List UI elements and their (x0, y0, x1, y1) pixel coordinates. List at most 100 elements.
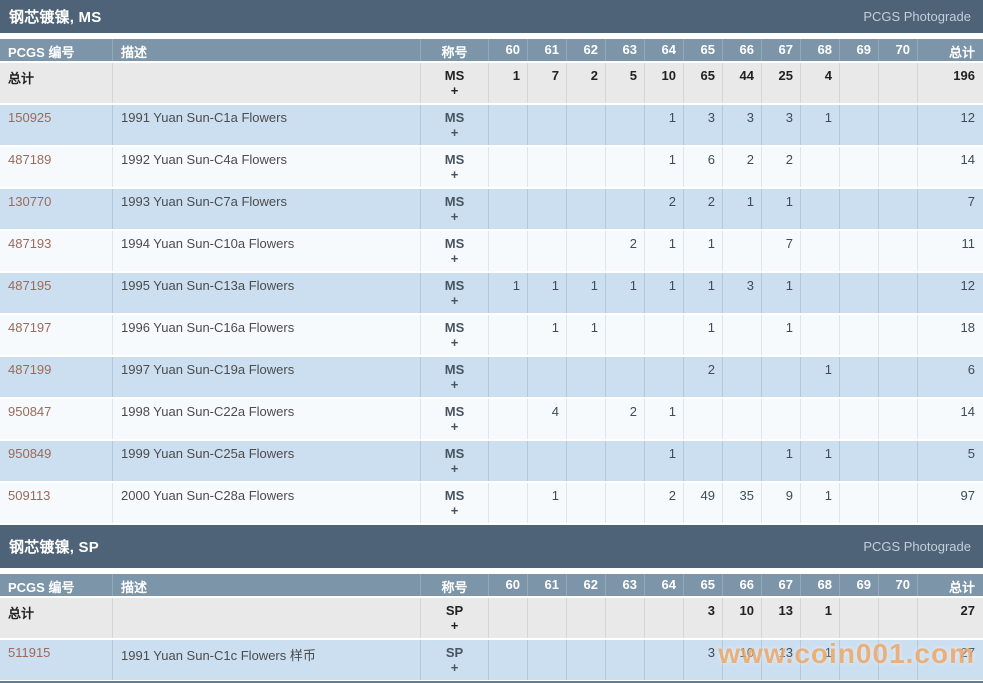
pcgs-number-link[interactable]: 487197 (8, 320, 52, 335)
grade-count-cell (723, 357, 762, 397)
grade-count-cell: 1 (645, 273, 684, 313)
grade-count-cell: 3 (684, 105, 723, 145)
grade-designation-line1: MS (444, 68, 465, 83)
grade-count-cell (801, 231, 840, 271)
grade-count-cell (567, 483, 606, 523)
grade-count-cell: 35 (723, 483, 762, 523)
coin-description: 1994 Yuan Sun-C10a Flowers (113, 231, 421, 271)
row-total-cell: 14 (960, 152, 975, 167)
grade-count-cell: 1 (762, 273, 801, 313)
grade-count-cell: 2 (606, 231, 645, 271)
grade-count-cell (879, 105, 918, 145)
grade-count-cell: 2 (645, 483, 684, 523)
pcgs-number-cell: 487189 (0, 147, 113, 187)
grade-count-cell (684, 441, 723, 481)
grade-column-header: 65 (684, 574, 723, 596)
grade-count-cell (489, 189, 528, 229)
grade-count-cell: 1 (567, 315, 606, 355)
pcgs-number-link[interactable]: 487195 (8, 278, 52, 293)
grade-count-cell: 1 (762, 315, 801, 355)
pcgs-number-link[interactable]: 950849 (8, 446, 52, 461)
grade-designation-line2: + (450, 83, 459, 98)
pcgs-number-link[interactable]: 487189 (8, 152, 52, 167)
table-row: 950847 1998 Yuan Sun-C22a Flowers MS + 4 2 1 14 (0, 399, 983, 439)
grade-count-cell: 1 (801, 441, 840, 481)
grade-count-cell: 3 (723, 105, 762, 145)
grade-designation-line2: + (450, 618, 459, 633)
pcgs-number-link[interactable]: 487199 (8, 362, 52, 377)
grade-count-cell (762, 399, 801, 439)
col-header-description: 描述 (113, 574, 421, 596)
grade-count-cell: 1 (801, 105, 840, 145)
grade-count-cell (606, 189, 645, 229)
grade-count-cell (489, 441, 528, 481)
pcgs-number-cell: 130770 (0, 189, 113, 229)
grade-column-header: 61 (528, 574, 567, 596)
coin-description: 1991 Yuan Sun-C1c Flowers 样币 (113, 640, 421, 680)
pcgs-number-cell: 509113 (0, 483, 113, 523)
grade-column-header: 69 (840, 574, 879, 596)
grade-count-cell (840, 441, 879, 481)
grade-designation-line1: SP (445, 603, 464, 618)
pcgs-number-link[interactable]: 511915 (8, 645, 51, 660)
grade-designation-cell: MS + (421, 399, 489, 439)
grade-column-header: 68 (801, 574, 840, 596)
grade-column-header: 70 (879, 39, 918, 61)
row-total-cell: 14 (960, 404, 975, 419)
pcgs-number-cell: 487197 (0, 315, 113, 355)
total-count-cell (528, 598, 567, 638)
totals-label: 总计 (0, 63, 113, 103)
grade-count-cell (840, 357, 879, 397)
row-total-cell: 11 (961, 236, 976, 251)
pcgs-number-link[interactable]: 487193 (8, 236, 52, 251)
grade-count-cell (879, 147, 918, 187)
grade-count-cell: 49 (684, 483, 723, 523)
grade-count-cell: 2 (723, 147, 762, 187)
pcgs-number-link[interactable]: 150925 (8, 110, 52, 125)
grade-count-cell (606, 640, 645, 680)
pcgs-number-link[interactable]: 950847 (8, 404, 52, 419)
pcgs-number-link[interactable]: 130770 (8, 194, 52, 209)
table-bottom-border (0, 681, 983, 683)
table-row: 487197 1996 Yuan Sun-C16a Flowers MS +1 1 1 1 1… (0, 315, 983, 355)
grade-count-cell (840, 399, 879, 439)
grade-count-cell (801, 273, 840, 313)
grade-count-cell: 1 (801, 483, 840, 523)
grade-count-cell: 10 (723, 640, 762, 680)
coin-description: 1997 Yuan Sun-C19a Flowers (113, 357, 421, 397)
grade-column-header: 67 (762, 574, 801, 596)
total-count-cell: 44 (723, 63, 762, 103)
total-count-cell: 5 (606, 63, 645, 103)
total-count-cell (840, 63, 879, 103)
total-count-cell (645, 598, 684, 638)
col-header-designation: 称号 (421, 574, 489, 596)
pcgs-number-link[interactable]: 509113 (8, 488, 51, 503)
grade-count-cell (489, 315, 528, 355)
grade-count-cell (567, 147, 606, 187)
grade-count-cell (801, 147, 840, 187)
photograde-link[interactable]: PCGS Photograde (863, 9, 971, 24)
grade-count-cell (489, 105, 528, 145)
totals-description-spacer (113, 63, 421, 103)
total-count-cell (489, 598, 528, 638)
grade-count-cell: 2 (684, 357, 723, 397)
table-row: 130770 1993 Yuan Sun-C7a Flowers MS +2 2 1 1 7 (0, 189, 983, 229)
grade-designation-cell: MS + (421, 441, 489, 481)
grade-count-cell: 1 (528, 273, 567, 313)
grade-count-cell: 1 (489, 273, 528, 313)
grade-count-cell (528, 441, 567, 481)
photograde-link[interactable]: PCGS Photograde (863, 539, 971, 554)
grade-count-cell: 1 (645, 231, 684, 271)
row-total-cell: 12 (960, 278, 975, 293)
grade-count-cell: 6 (684, 147, 723, 187)
grade-count-cell (840, 105, 879, 145)
grade-count-cell (762, 357, 801, 397)
grade-count-cell (606, 105, 645, 145)
grade-count-cell (567, 357, 606, 397)
grade-count-cell: 2 (645, 189, 684, 229)
grade-count-cell (528, 231, 567, 271)
grade-count-cell: 1 (684, 231, 723, 271)
grade-count-cell (879, 273, 918, 313)
grade-count-cell (489, 357, 528, 397)
grade-count-cell: 1 (645, 441, 684, 481)
